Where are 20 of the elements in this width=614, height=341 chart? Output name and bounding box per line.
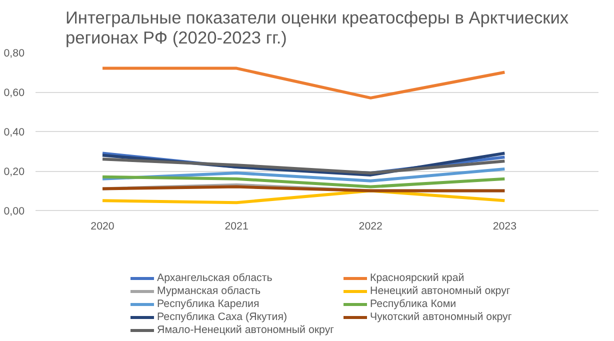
x-tick-label: 2021 [224, 220, 248, 232]
y-tick-label: 0,40 [4, 126, 25, 138]
legend-label: Республика Карелия [157, 298, 260, 310]
legend-label: Республика Саха (Якутия) [157, 311, 288, 323]
x-tick-label: 2020 [90, 220, 114, 232]
y-tick-label: 0,00 [4, 206, 25, 218]
y-tick-label: 0,60 [4, 87, 25, 99]
legend-label: Ямало-Ненецкий автономный округ [157, 324, 336, 336]
y-tick-label: 0,80 [4, 48, 25, 60]
x-tick-label: 2023 [492, 220, 517, 232]
legend-label: Архангельская область [157, 272, 274, 284]
chart-title: Интегральные показатели оценки креатосферы в Арктчиеских регионах РФ (2020-2023 гг.) [65, 8, 569, 48]
line-series [101, 158, 506, 174]
legend-label: Чукотский автономный округ [370, 311, 513, 323]
legend-label: Красноярский край [370, 272, 466, 284]
legend-label: Мурманская область [157, 285, 262, 297]
x-tick-label: 2022 [358, 220, 383, 232]
legend-label: Республика Коми [370, 298, 458, 310]
y-tick-label: 0,20 [4, 166, 25, 178]
legend-label: Ненецкий автономный округ [370, 285, 512, 297]
